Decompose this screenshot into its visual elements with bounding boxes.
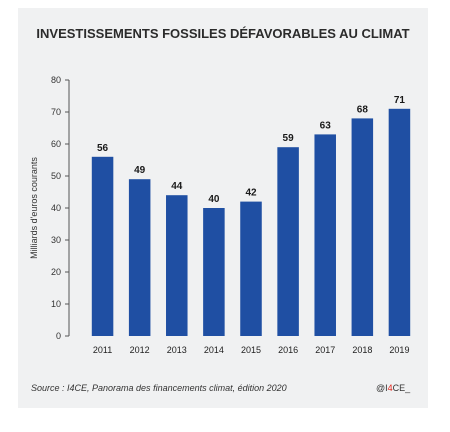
bar [91, 156, 114, 336]
bar-chart: 0 10 20 30 40 50 60 70 80 Milliards d'euros coura… [29, 75, 411, 355]
chart-card: INVESTISSEMENTS FOSSILES DÉFAVORABLES AU… [18, 8, 428, 408]
x-tick-label: 2016 [278, 345, 298, 355]
x-tick-label: 2017 [315, 345, 335, 355]
bar [277, 147, 299, 336]
brand-suffix: CE_ [392, 383, 411, 393]
y-tick-label: 60 [51, 139, 61, 149]
y-tick-label: 70 [51, 107, 61, 117]
x-tick-label: 2018 [352, 345, 372, 355]
bar [240, 201, 262, 336]
bar-value-label: 63 [320, 120, 332, 131]
y-tick-label: 0 [56, 331, 61, 341]
x-tick-label: 2014 [204, 345, 224, 355]
source-note: Source : I4CE, Panorama des financements… [31, 383, 287, 393]
bar [351, 118, 374, 337]
x-tick-label: 2013 [167, 345, 187, 355]
chart-title: INVESTISSEMENTS FOSSILES DÉFAVORABLES AU… [36, 26, 410, 41]
y-tick-label: 20 [51, 267, 61, 277]
y-tick-label: 30 [51, 235, 61, 245]
bar-value-label: 56 [97, 143, 109, 154]
bar [128, 179, 151, 336]
bar [314, 134, 336, 336]
y-tick-label: 40 [51, 203, 61, 213]
bar-value-label: 59 [283, 133, 295, 144]
x-tick-label: 2011 [93, 345, 112, 355]
brand-prefix: @I [376, 383, 388, 393]
bar-value-label: 49 [134, 165, 146, 176]
bar-value-label: 68 [357, 104, 369, 115]
bar-value-label: 40 [208, 194, 220, 205]
bar-value-label: 44 [171, 181, 183, 192]
x-tick-label: 2012 [130, 345, 150, 355]
y-tick-label: 80 [51, 75, 61, 85]
bar [203, 208, 225, 336]
x-tick-label: 2015 [241, 345, 261, 355]
bar [388, 108, 411, 336]
y-tick-label: 10 [51, 299, 61, 309]
bar [166, 195, 188, 336]
x-tick-label: 2019 [389, 345, 409, 355]
y-axis-title: Milliards d'euros courants [29, 157, 39, 259]
brand-handle: @I4CE_ [376, 383, 410, 393]
bar-value-label: 71 [394, 95, 406, 106]
y-tick-label: 50 [51, 171, 61, 181]
bar-value-label: 42 [245, 188, 257, 199]
brand-accent: 4 [387, 383, 393, 393]
